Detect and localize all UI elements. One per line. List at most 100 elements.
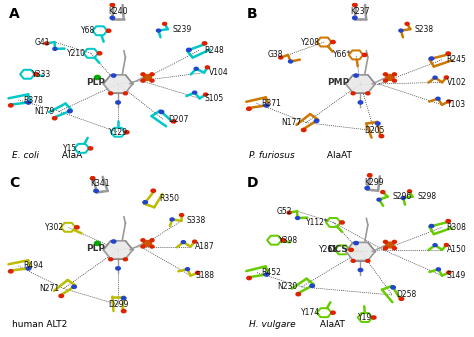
- Text: S238: S238: [415, 25, 434, 34]
- Text: Y66*: Y66*: [333, 51, 351, 59]
- Circle shape: [192, 91, 197, 94]
- Text: A187: A187: [195, 242, 215, 251]
- Text: N179: N179: [34, 107, 55, 116]
- Circle shape: [45, 42, 49, 45]
- Text: G38: G38: [268, 51, 283, 59]
- Text: C: C: [9, 176, 19, 190]
- Text: PMP: PMP: [327, 78, 349, 87]
- Circle shape: [264, 104, 269, 107]
- Circle shape: [408, 190, 411, 193]
- Text: K299: K299: [365, 178, 384, 187]
- Text: G52: G52: [277, 207, 292, 216]
- Circle shape: [429, 224, 434, 228]
- Text: N177: N177: [282, 118, 301, 127]
- Circle shape: [52, 117, 57, 120]
- Polygon shape: [103, 75, 133, 93]
- Circle shape: [401, 196, 405, 200]
- Polygon shape: [346, 75, 375, 93]
- Text: Y129: Y129: [109, 128, 128, 137]
- Circle shape: [9, 104, 13, 107]
- Text: Y333: Y333: [32, 70, 51, 79]
- Circle shape: [296, 293, 301, 296]
- Circle shape: [170, 218, 174, 221]
- Text: K237: K237: [351, 7, 370, 16]
- Circle shape: [437, 268, 440, 271]
- Text: R452: R452: [261, 268, 281, 277]
- Text: E. coli: E. coli: [11, 151, 38, 160]
- Text: S298: S298: [417, 192, 436, 201]
- Circle shape: [391, 286, 395, 289]
- Circle shape: [163, 22, 167, 25]
- Circle shape: [354, 74, 358, 77]
- Circle shape: [383, 73, 388, 76]
- Text: D207: D207: [168, 115, 188, 124]
- Text: Y261: Y261: [319, 245, 338, 254]
- Circle shape: [365, 186, 370, 190]
- Circle shape: [383, 247, 388, 250]
- Circle shape: [123, 258, 128, 261]
- Circle shape: [26, 267, 31, 270]
- Text: S338: S338: [186, 216, 205, 225]
- Circle shape: [150, 245, 154, 248]
- Circle shape: [116, 101, 120, 104]
- Circle shape: [9, 270, 13, 273]
- Circle shape: [287, 211, 291, 214]
- Text: Y112*: Y112*: [306, 218, 329, 227]
- Circle shape: [375, 122, 380, 125]
- Circle shape: [433, 76, 437, 79]
- Circle shape: [125, 131, 129, 134]
- Circle shape: [301, 128, 306, 132]
- Circle shape: [187, 48, 191, 52]
- Polygon shape: [103, 241, 133, 259]
- Text: R308: R308: [447, 223, 466, 232]
- Text: R245: R245: [447, 55, 466, 64]
- Circle shape: [399, 297, 404, 301]
- Circle shape: [151, 189, 155, 192]
- Text: R494: R494: [23, 262, 43, 271]
- Circle shape: [340, 221, 344, 224]
- Circle shape: [366, 92, 370, 95]
- Circle shape: [247, 276, 251, 280]
- Circle shape: [143, 201, 147, 204]
- Circle shape: [381, 191, 385, 193]
- Circle shape: [53, 48, 57, 50]
- Circle shape: [194, 67, 198, 70]
- Circle shape: [192, 240, 197, 243]
- Circle shape: [392, 79, 396, 82]
- Circle shape: [121, 309, 126, 313]
- Circle shape: [26, 101, 31, 104]
- Circle shape: [310, 284, 314, 287]
- Circle shape: [429, 57, 434, 60]
- Circle shape: [94, 75, 100, 80]
- Circle shape: [354, 242, 358, 245]
- Circle shape: [141, 79, 145, 82]
- Circle shape: [150, 239, 154, 242]
- Text: B: B: [247, 7, 258, 21]
- Circle shape: [392, 73, 396, 76]
- Text: R248: R248: [204, 45, 224, 55]
- Text: N271: N271: [39, 284, 59, 293]
- Text: D299: D299: [108, 300, 128, 309]
- Text: R371: R371: [261, 99, 281, 108]
- Circle shape: [399, 29, 403, 32]
- Circle shape: [106, 29, 111, 32]
- Circle shape: [366, 259, 370, 262]
- Circle shape: [59, 294, 64, 298]
- Text: A: A: [9, 7, 20, 21]
- Circle shape: [436, 97, 440, 100]
- Text: DCS: DCS: [328, 245, 348, 254]
- Circle shape: [353, 16, 357, 20]
- Circle shape: [109, 258, 113, 261]
- Circle shape: [264, 273, 269, 276]
- Text: A150: A150: [447, 245, 466, 254]
- Text: S239: S239: [173, 25, 191, 34]
- Circle shape: [94, 189, 98, 192]
- Circle shape: [444, 76, 448, 79]
- Circle shape: [372, 316, 376, 319]
- Text: V102: V102: [447, 78, 466, 87]
- Text: Y210: Y210: [67, 49, 86, 58]
- Text: S188: S188: [195, 271, 214, 280]
- Circle shape: [94, 241, 100, 246]
- Text: G41: G41: [35, 37, 50, 47]
- Circle shape: [34, 73, 38, 76]
